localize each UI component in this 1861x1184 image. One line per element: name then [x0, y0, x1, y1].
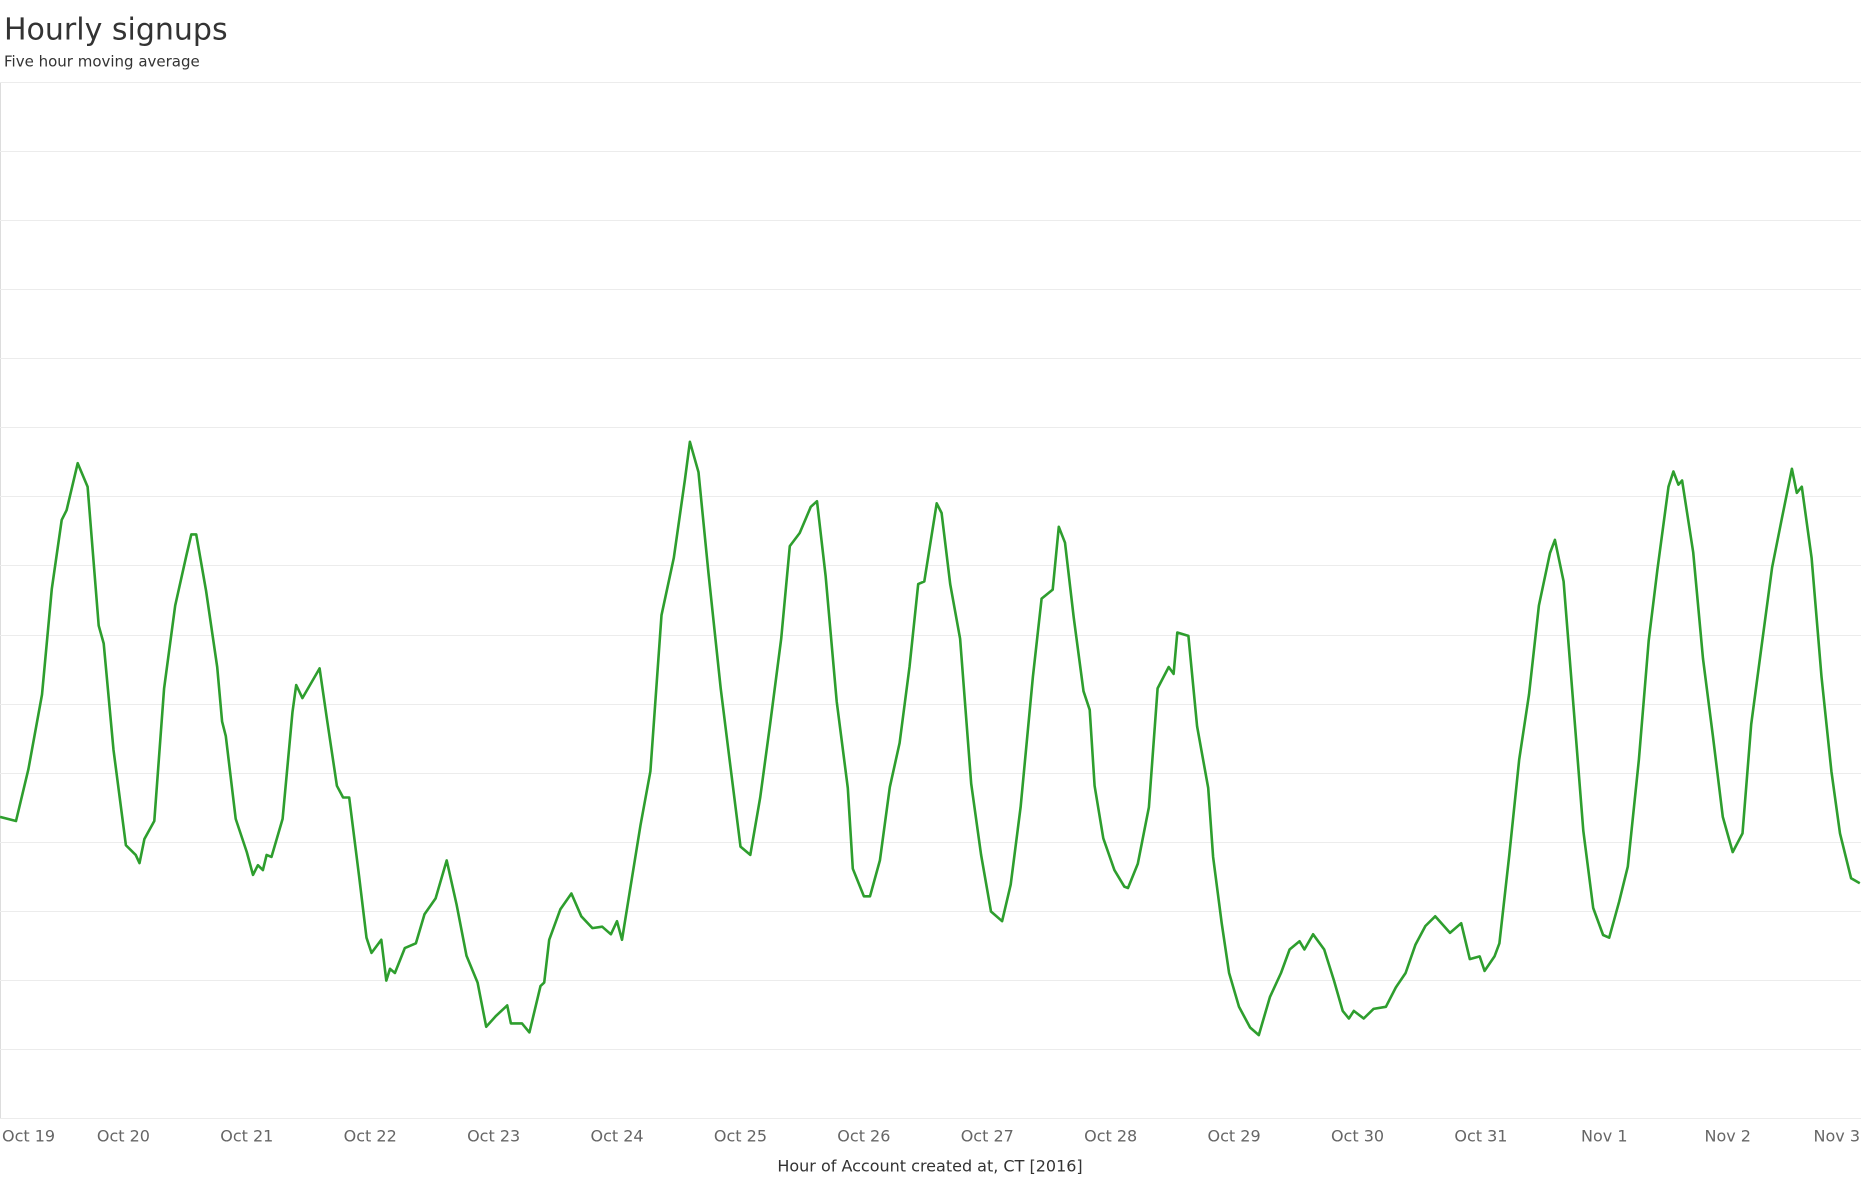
- x-tick-label: Oct 24: [590, 1127, 643, 1146]
- x-tick-label: Oct 23: [467, 1127, 520, 1146]
- x-tick-label: Nov 1: [1581, 1127, 1628, 1146]
- chart-title: Hourly signups: [4, 13, 228, 48]
- x-tick-label: Oct 22: [344, 1127, 397, 1146]
- data-line: [0, 440, 1861, 1037]
- x-tick-label: Oct 20: [97, 1127, 150, 1146]
- chart-subtitle: Five hour moving average: [4, 53, 200, 71]
- x-tick-label: Oct 30: [1331, 1127, 1384, 1146]
- x-tick-label: Oct 25: [714, 1127, 767, 1146]
- x-tick-label: Nov 3: [1814, 1127, 1861, 1146]
- x-tick-label: Nov 2: [1704, 1127, 1751, 1146]
- x-tick-label: Oct 26: [837, 1127, 890, 1146]
- x-tick-label: Oct 29: [1208, 1127, 1261, 1146]
- x-tick-label: Oct 31: [1454, 1127, 1507, 1146]
- x-tick-label: Oct 28: [1084, 1127, 1137, 1146]
- x-axis-title: Hour of Account created at, CT [2016]: [777, 1157, 1082, 1176]
- x-tick-label: Oct 21: [220, 1127, 273, 1146]
- x-tick-label: Oct 27: [961, 1127, 1014, 1146]
- x-tick-label: Oct 19: [2, 1127, 55, 1146]
